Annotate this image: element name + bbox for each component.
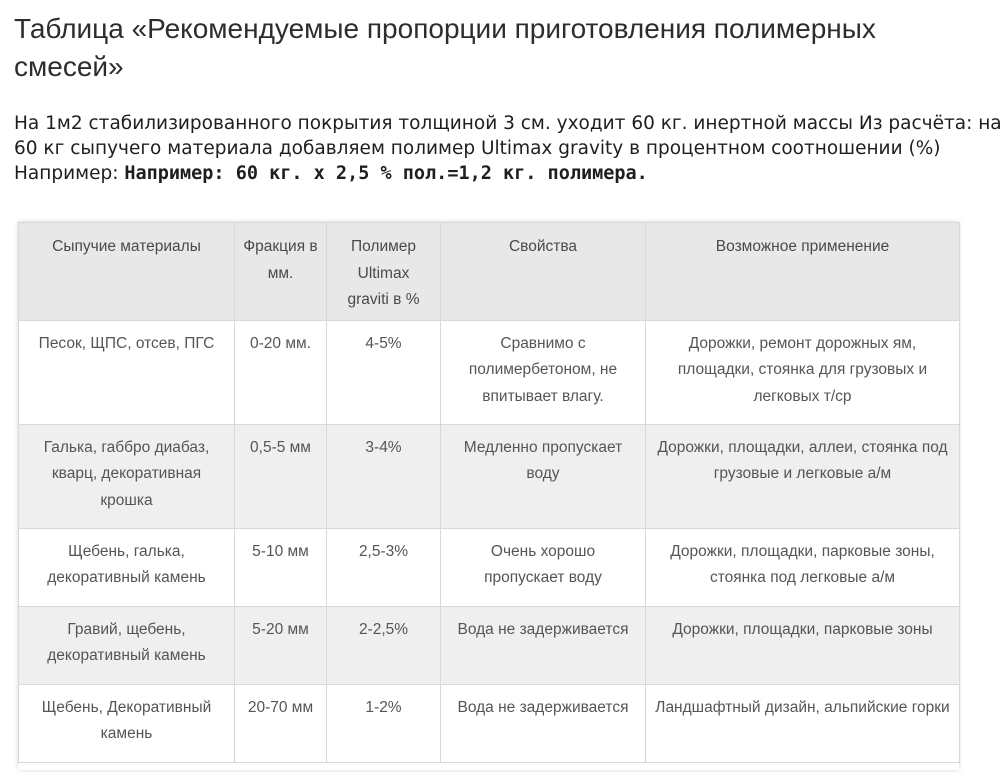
header-fraction: Фракция в мм. [234,222,327,321]
cell-polymer: 3-4% [326,423,441,529]
intro-line-3: Например: Например: 60 кг. х 2,5 % пол.=… [14,161,999,186]
cell-fraction: 5-10 мм [234,527,327,607]
table-header-row: Сыпучие материалы Фракция в мм. Полимер … [18,222,960,321]
cell-polymer: 2,5-3% [326,527,441,607]
cell-properties: Вода не задерживается [440,683,646,763]
intro-paragraph: На 1м2 стабилизированного покрытия толщи… [14,111,1000,186]
cell-usage: Дорожки, ремонт дорожных ям, площадки, с… [645,319,960,425]
proportions-table-container: Сыпучие материалы Фракция в мм. Полимер … [18,222,960,770]
cell-properties: Вода не задерживается [440,605,646,685]
cell-material: Галька, габбро диабаз, кварц, декоративн… [18,423,235,529]
header-properties: Свойства [440,222,646,321]
cell-usage: Дорожки, площадки, парковые зоны [645,605,960,685]
cell-material: Песок, ЩПС, отсев, ПГС [18,319,235,425]
cell-polymer: 1-2% [326,683,441,763]
page-title: Таблица «Рекомендуемые пропорции пригото… [14,13,876,82]
table-row: Щебень, галька, декоративный камень 5-10… [18,527,960,607]
table-row: Галька, габбро диабаз, кварц, декоративн… [18,423,960,529]
cell-properties: Очень хорошо пропускает воду [440,527,646,607]
intro-example-bold: Например: 60 кг. х 2,5 % пол.=1,2 кг. по… [124,163,648,184]
intro-example-prefix: Например: [14,163,125,184]
cell-properties: Медленно пропускает воду [440,423,646,529]
header-polymer: Полимер Ultimax graviti в % [326,222,441,321]
cell-polymer: 4-5% [326,319,441,425]
header-usage: Возможное применение [645,222,960,321]
intro-line-2: 60 кг сыпучего материала добавляем полим… [14,138,941,159]
table-row: Песок, ЩПС, отсев, ПГС 0-20 мм. 4-5% Сра… [18,319,960,425]
header-materials: Сыпучие материалы [18,222,235,321]
table-row: Гравий, щебень, декоративный камень 5-20… [18,605,960,685]
proportions-table: Сыпучие материалы Фракция в мм. Полимер … [18,222,960,763]
cell-usage: Дорожки, площадки, аллеи, стоянка под гр… [645,423,960,529]
cell-usage: Дорожки, площадки, парковые зоны, стоянк… [645,527,960,607]
cell-material: Щебень, Декоративный камень [18,683,235,763]
cell-properties: Сравнимо с полимербетоном, не впитывает … [440,319,646,425]
cell-fraction: 0-20 мм. [234,319,327,425]
cell-fraction: 0,5-5 мм [234,423,327,529]
cell-usage: Ландшафтный дизайн, альпийские горки [645,683,960,763]
cell-fraction: 20-70 мм [234,683,327,763]
intro-line-1: На 1м2 стабилизированного покрытия толщи… [14,113,1000,134]
cell-material: Щебень, галька, декоративный камень [18,527,235,607]
cell-material: Гравий, щебень, декоративный камень [18,605,235,685]
cell-fraction: 5-20 мм [234,605,327,685]
table-row: Щебень, Декоративный камень 20-70 мм 1-2… [18,683,960,763]
cell-polymer: 2-2,5% [326,605,441,685]
